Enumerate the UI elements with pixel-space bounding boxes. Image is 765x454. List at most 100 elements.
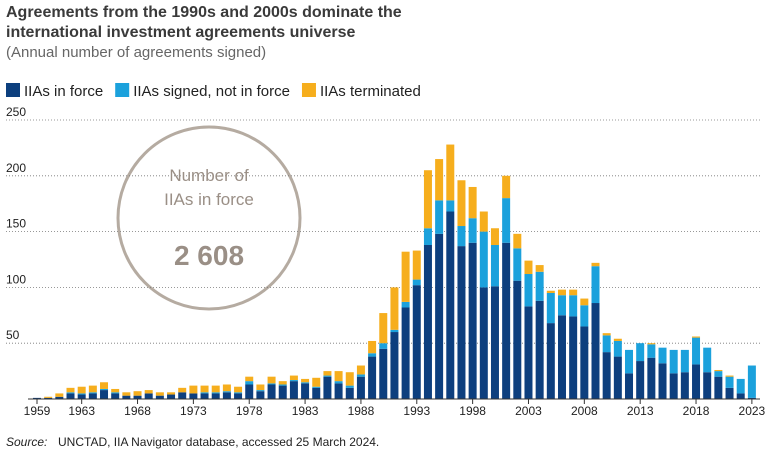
bar-segment — [725, 375, 734, 377]
bar-segment — [88, 385, 97, 393]
bar-segment — [77, 386, 86, 394]
bar-segment — [289, 375, 298, 381]
bar-segment — [502, 198, 511, 243]
bar-segment — [133, 391, 142, 396]
x-tick-label: 1978 — [236, 404, 263, 418]
bar-segment — [345, 385, 354, 388]
bar-segment — [55, 393, 64, 397]
bar-segment — [423, 170, 432, 229]
x-tick-label: 1963 — [68, 404, 95, 418]
annotation-value: 2 608 — [174, 240, 244, 271]
x-tick-label: 1968 — [124, 404, 151, 418]
bar-segment — [301, 382, 310, 384]
bar-segment — [423, 228, 432, 245]
bar-segment — [55, 396, 64, 399]
bar-segment — [122, 392, 131, 396]
bar-segment — [625, 349, 634, 374]
x-tick-label: 2018 — [683, 404, 710, 418]
bar-segment — [133, 395, 142, 399]
bar-segment — [144, 390, 153, 394]
bar-segment — [122, 395, 131, 399]
bar-segment — [736, 393, 745, 399]
bar-segment — [278, 381, 287, 385]
bar-segment — [435, 200, 444, 234]
bar-segment — [479, 231, 488, 288]
bar-segment — [557, 289, 566, 296]
bar-segment — [479, 211, 488, 232]
x-tick-label: 1983 — [292, 404, 319, 418]
x-tick-label: 1998 — [459, 404, 486, 418]
bar-segment — [468, 242, 477, 399]
bar-segment — [747, 365, 756, 398]
x-tick-label: 1959 — [24, 404, 51, 418]
bar-segment — [692, 337, 701, 365]
bar-segment — [100, 388, 109, 391]
bar-segment — [256, 390, 265, 392]
bar-segment — [211, 393, 220, 399]
bar-segment — [703, 347, 712, 373]
bar-segment — [703, 372, 712, 399]
bar-segment — [591, 266, 600, 304]
chart-subtitle: (Annual number of agreements signed) — [6, 44, 266, 61]
bar-segment — [234, 392, 243, 394]
bar-segment — [155, 392, 164, 396]
bar-segment — [524, 306, 533, 399]
x-tick-label: 2008 — [571, 404, 598, 418]
bar-segment — [513, 233, 522, 249]
bar-segment — [66, 392, 75, 394]
bar-segment — [479, 287, 488, 399]
bar-segment — [33, 397, 41, 399]
bar-segment — [591, 262, 600, 267]
bar-segment — [356, 376, 365, 399]
bar-segment — [714, 376, 723, 399]
bar-segment — [379, 343, 388, 349]
bar-segment — [636, 361, 645, 399]
source: UNCTAD, IIA Navigator database, accessed… — [58, 435, 379, 449]
bar-segment — [591, 303, 600, 399]
bar-segment — [334, 381, 343, 384]
bar-segment — [379, 348, 388, 399]
legend-swatch — [6, 83, 20, 97]
bar-segment — [356, 374, 365, 377]
bar-segment — [312, 377, 321, 387]
legend-label: IIAs signed, not in force — [133, 83, 290, 100]
bar-segment — [368, 340, 377, 354]
bar-segment — [155, 395, 164, 399]
bar-segment — [88, 392, 97, 394]
bar-segment — [580, 298, 589, 306]
bar-segment — [245, 384, 254, 399]
x-tick-label: 1973 — [180, 404, 207, 418]
y-tick-label: 100 — [6, 272, 26, 286]
bar-segment — [613, 338, 622, 341]
bar-segment — [680, 372, 689, 399]
bar-segment — [100, 382, 109, 389]
bar-segment — [66, 387, 75, 393]
bar-segment — [412, 250, 421, 280]
legend-swatch — [301, 83, 316, 97]
source-label: Source: — [6, 435, 47, 449]
x-tick-label: 1988 — [348, 404, 375, 418]
bar-segment — [557, 315, 566, 399]
bar-segment — [546, 323, 555, 399]
bar-segment — [222, 384, 231, 392]
bar-segment — [524, 260, 533, 275]
chart-title: Agreements from the 1990s and 2000s domi… — [6, 4, 402, 41]
bar-segment — [535, 300, 544, 399]
bar-segment — [490, 228, 499, 245]
bar-segment — [725, 376, 734, 388]
bar-segment — [345, 372, 354, 386]
legend-swatch — [115, 83, 130, 97]
x-tick-label: 1993 — [403, 404, 430, 418]
bar-segment — [490, 244, 499, 287]
bar-segment — [457, 180, 466, 227]
bar-segment — [457, 246, 466, 399]
bar-segment — [111, 392, 120, 394]
bar-segment — [368, 356, 377, 399]
bar-segment — [178, 387, 187, 393]
bar-segment — [379, 313, 388, 344]
bar-segment — [423, 244, 432, 399]
bar-segment — [289, 380, 298, 382]
bar-segment — [323, 371, 332, 376]
x-tick-label: 2023 — [739, 404, 765, 418]
bar-segment — [725, 387, 734, 399]
